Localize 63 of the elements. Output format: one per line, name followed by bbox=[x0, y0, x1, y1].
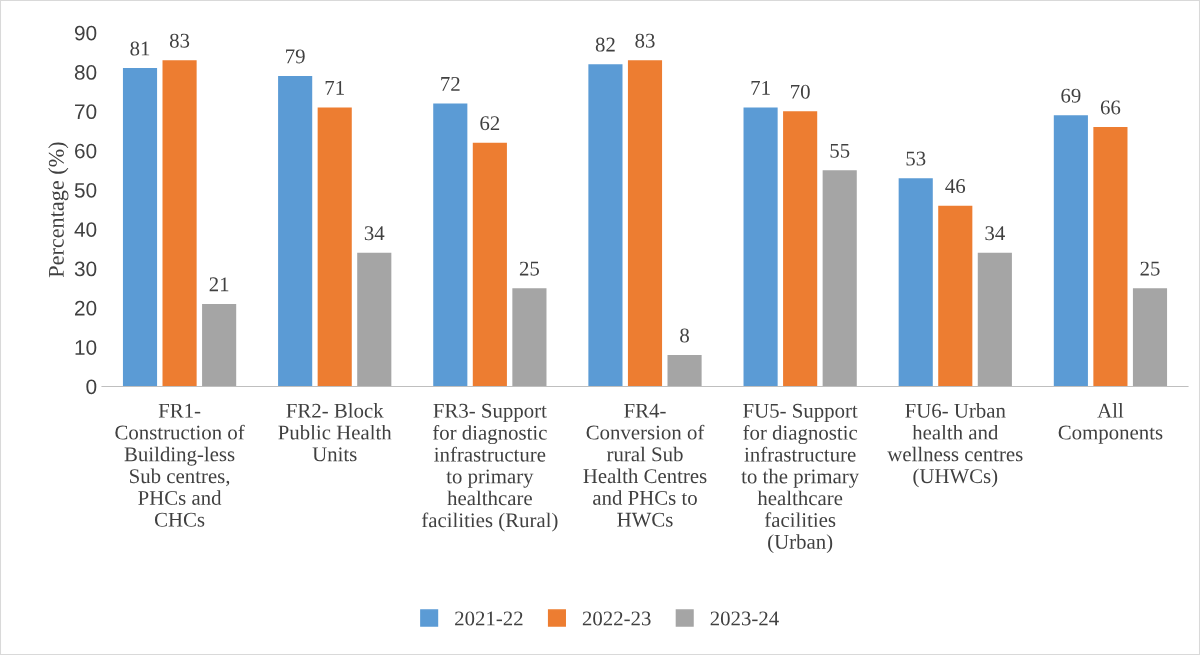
data-label: 72 bbox=[441, 76, 460, 91]
data-label: 79 bbox=[286, 49, 305, 64]
data-label: 66 bbox=[1100, 100, 1121, 115]
bar bbox=[627, 60, 663, 387]
bar bbox=[1053, 115, 1088, 387]
data-label: 81 bbox=[130, 41, 150, 56]
y-tick-label: 90 bbox=[74, 25, 97, 41]
data-label: 25 bbox=[519, 261, 540, 276]
y-tick-label: 80 bbox=[74, 65, 97, 80]
data-label: 71 bbox=[325, 80, 344, 95]
bar bbox=[433, 103, 468, 387]
y-tick-label: 60 bbox=[75, 143, 97, 159]
y-tick-label: 40 bbox=[74, 222, 97, 237]
data-label: 69 bbox=[1061, 88, 1081, 103]
y-tick-label: 50 bbox=[74, 182, 97, 198]
data-label: 55 bbox=[830, 143, 850, 158]
data-label: 53 bbox=[906, 151, 926, 166]
data-label: 34 bbox=[985, 226, 1005, 241]
data-label: 21 bbox=[209, 277, 229, 292]
data-label: 34 bbox=[364, 226, 385, 241]
y-tick-label: 10 bbox=[75, 340, 97, 355]
bar bbox=[822, 170, 857, 387]
x-tick-label: FU5- Support for diagnostic infrastructure to the primary healthcare facilities (Urban) bbox=[741, 403, 860, 554]
x-tick-label: All Components bbox=[1058, 403, 1163, 444]
bar bbox=[783, 111, 818, 387]
data-label: 46 bbox=[945, 179, 966, 194]
y-tick-label: 20 bbox=[75, 300, 97, 316]
y-tick-label: 0 bbox=[86, 379, 97, 395]
y-tick-label: 70 bbox=[75, 104, 97, 120]
bar bbox=[357, 252, 392, 387]
bar bbox=[122, 68, 158, 387]
x-tick-label: FR4- Conversion of rural Sub Health Centres and PHCs to HWCs bbox=[583, 403, 707, 527]
bar bbox=[278, 75, 313, 387]
bar bbox=[898, 178, 933, 387]
x-tick-label: FU6- Urban health and wellness centres (UHWCs) bbox=[887, 403, 1023, 488]
legend-label: 2022-23 bbox=[582, 611, 651, 626]
x-tick-label: FR1- Construction of Building-less Sub centres, PHCs and CHCs bbox=[115, 403, 245, 527]
data-label: 82 bbox=[595, 37, 615, 52]
x-tick-label: FR2- Block Public Health Units bbox=[278, 403, 392, 462]
data-label: 83 bbox=[169, 33, 190, 48]
data-label: 83 bbox=[635, 33, 655, 48]
bar bbox=[472, 142, 507, 387]
y-axis-title: Percentage (%) bbox=[48, 142, 69, 278]
bar bbox=[162, 60, 197, 387]
bar bbox=[512, 288, 547, 387]
bar bbox=[588, 64, 623, 387]
bar bbox=[1093, 127, 1128, 387]
bar bbox=[317, 107, 352, 387]
bar bbox=[977, 252, 1012, 387]
bar bbox=[938, 205, 973, 387]
bar bbox=[1132, 288, 1168, 387]
data-label: 70 bbox=[791, 84, 810, 99]
bar bbox=[743, 107, 778, 387]
y-tick-label: 30 bbox=[74, 261, 97, 277]
data-label: 71 bbox=[751, 80, 770, 95]
data-label: 25 bbox=[1140, 261, 1160, 276]
legend-label: 2023-24 bbox=[710, 611, 779, 626]
legend-label: 2021-22 bbox=[455, 611, 523, 626]
bar bbox=[202, 303, 237, 387]
bar bbox=[667, 355, 702, 387]
data-label: 62 bbox=[480, 116, 500, 131]
x-tick-label: FR3- Support for diagnostic infrastructure to primary healthcare facilities (Rural) bbox=[421, 403, 558, 532]
data-label: 8 bbox=[680, 328, 689, 343]
